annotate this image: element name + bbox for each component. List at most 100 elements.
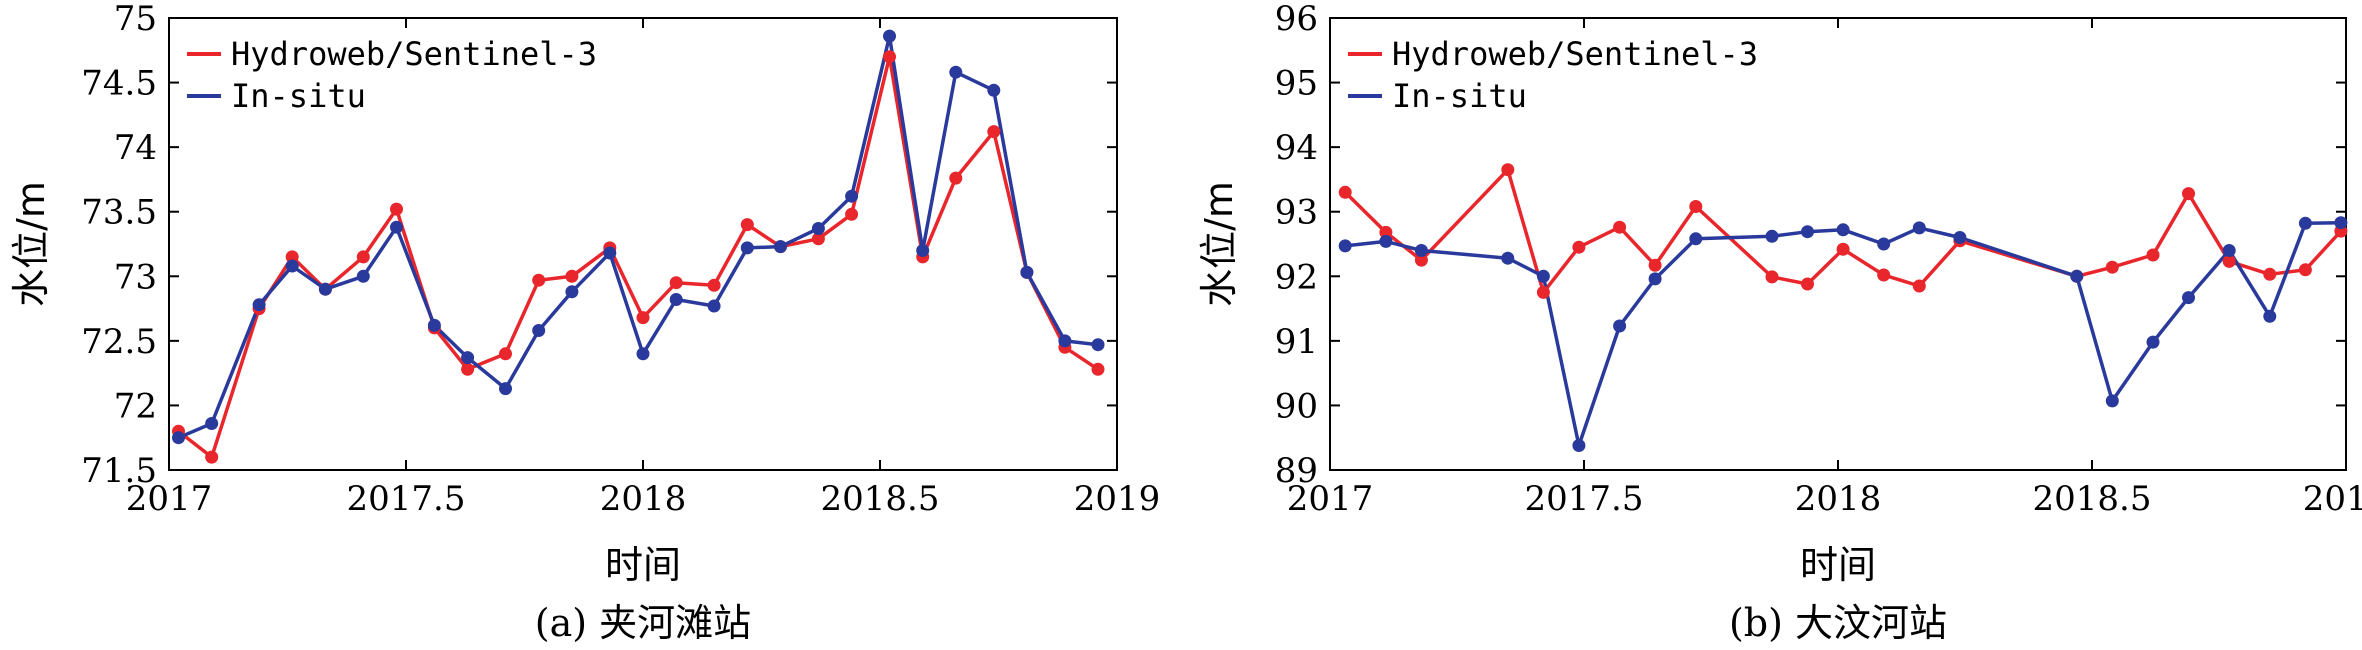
data-point-hydroweb <box>1091 362 1105 376</box>
y-tick-label: 75 <box>114 0 157 39</box>
plot-marks <box>1338 163 2348 452</box>
data-point-in-situ <box>1414 244 1428 257</box>
x-axis-label: 时间 <box>605 543 681 587</box>
data-point-hydroweb <box>532 273 546 287</box>
data-point-in-situ <box>707 299 721 313</box>
x-tick-label: 2018 <box>600 479 687 519</box>
data-point-in-situ <box>1689 232 1703 246</box>
legend: Hydroweb/Sentinel-3 In-situ <box>181 30 661 122</box>
y-tick-label: 89 <box>1275 451 1318 491</box>
y-tick-label: 93 <box>1275 193 1318 233</box>
data-point-in-situ <box>1020 265 1034 279</box>
data-point-in-situ <box>669 293 683 306</box>
data-point-hydroweb <box>845 207 859 221</box>
data-point-in-situ <box>2222 244 2236 257</box>
data-point-hydroweb <box>1338 185 1352 199</box>
data-point-hydroweb <box>669 276 683 290</box>
y-tick-label: 73.5 <box>81 193 157 233</box>
data-point-hydroweb <box>2182 187 2195 201</box>
y-tick-label: 96 <box>1275 0 1318 39</box>
data-point-in-situ <box>987 83 1001 97</box>
data-point-hydroweb <box>2105 260 2119 274</box>
data-point-in-situ <box>1836 223 1850 237</box>
data-point-hydroweb <box>499 347 512 361</box>
data-point-in-situ <box>172 431 185 445</box>
data-point-in-situ <box>774 240 787 254</box>
data-point-in-situ <box>1765 229 1779 243</box>
data-point-in-situ <box>603 246 617 260</box>
data-point-hydroweb <box>1501 163 1515 177</box>
y-axis-ticks: 89 90 91 92 93 94 95 96 <box>1275 0 2346 491</box>
legend-background <box>1342 30 1822 122</box>
data-point-in-situ <box>1801 225 1814 239</box>
data-point-in-situ <box>636 347 650 361</box>
x-tick-label: 2018 <box>1795 479 1882 519</box>
data-point-hydroweb <box>1572 240 1586 254</box>
legend: Hydroweb/Sentinel-3 In-situ <box>1342 30 1822 122</box>
x-tick-label: 2018.5 <box>2033 479 2152 519</box>
data-point-hydroweb <box>1536 285 1550 299</box>
data-point-in-situ <box>1877 237 1891 251</box>
data-point-in-situ <box>740 241 754 255</box>
y-tick-label: 95 <box>1275 64 1318 104</box>
data-point-hydroweb <box>356 250 370 264</box>
y-tick-label: 92 <box>1275 257 1318 297</box>
data-point-in-situ <box>1501 251 1515 265</box>
data-point-in-situ <box>2298 216 2312 230</box>
chart-caption: (b) 大汶河站 <box>1729 601 1947 645</box>
data-point-in-situ <box>1912 221 1926 235</box>
data-point-hydroweb <box>1877 268 1891 282</box>
data-point-in-situ <box>285 259 299 273</box>
x-tick-label: 2017.5 <box>347 479 466 519</box>
panel-a: 2017 2017.5 2018 2018.5 2019 71.5 72 72.5 73 73.… <box>9 0 1160 645</box>
chart-caption: (a) 夹河滩站 <box>535 601 751 645</box>
data-point-hydroweb <box>1414 253 1428 267</box>
x-axis-label: 时间 <box>1800 543 1876 587</box>
y-tick-label: 73 <box>114 257 157 297</box>
data-point-in-situ <box>1613 319 1627 333</box>
data-point-hydroweb <box>883 50 896 64</box>
data-point-in-situ <box>1338 239 1352 253</box>
y-tick-label: 90 <box>1275 386 1318 426</box>
x-tick-label: 2017 <box>126 479 213 519</box>
data-point-in-situ <box>356 269 370 283</box>
legend-label: Hydroweb/Sentinel-3 <box>231 35 597 73</box>
data-point-hydroweb <box>811 232 825 246</box>
x-tick-label: 2017 <box>1287 479 1374 519</box>
data-point-in-situ <box>883 29 896 43</box>
legend-label: In-situ <box>231 77 366 115</box>
x-axis-ticks: 2017 2017.5 2018 2018.5 2019 <box>126 18 1160 519</box>
data-point-in-situ <box>318 282 332 296</box>
data-point-hydroweb <box>1648 258 1662 272</box>
data-point-hydroweb <box>1379 225 1393 239</box>
data-point-in-situ <box>1536 269 1550 283</box>
x-tick-label: 2019 <box>2303 479 2362 519</box>
data-point-hydroweb <box>1765 270 1779 284</box>
data-point-hydroweb <box>987 125 1001 139</box>
data-point-hydroweb <box>461 362 475 376</box>
y-tick-label: 94 <box>1275 128 1318 168</box>
data-point-in-situ <box>427 318 441 332</box>
panel-b: 2017 2017.5 2018 2018.5 2019 89 90 91 92 93 94 95 9… <box>1197 0 2362 645</box>
data-point-hydroweb <box>2222 254 2236 268</box>
data-point-in-situ <box>1379 234 1393 248</box>
y-axis-label: 水位/m <box>1197 181 1241 307</box>
data-point-in-situ <box>811 222 825 235</box>
data-point-hydroweb <box>707 278 721 292</box>
data-point-in-situ <box>461 351 475 365</box>
data-point-in-situ <box>1953 231 1967 244</box>
data-point-in-situ <box>1648 272 1662 286</box>
data-point-in-situ <box>1058 334 1072 348</box>
data-point-hydroweb <box>1613 220 1627 234</box>
legend-label: In-situ <box>1392 77 1527 115</box>
data-point-hydroweb <box>740 218 754 232</box>
y-tick-label: 91 <box>1275 322 1318 362</box>
data-point-in-situ <box>916 244 930 257</box>
data-point-in-situ <box>252 298 266 312</box>
x-tick-label: 2017.5 <box>1525 479 1644 519</box>
x-axis-ticks: 2017 2017.5 2018 2018.5 2019 <box>1287 18 2362 519</box>
x-tick-label: 2018.5 <box>821 479 940 519</box>
data-point-hydroweb <box>390 202 403 216</box>
y-tick-label: 71.5 <box>81 451 157 491</box>
